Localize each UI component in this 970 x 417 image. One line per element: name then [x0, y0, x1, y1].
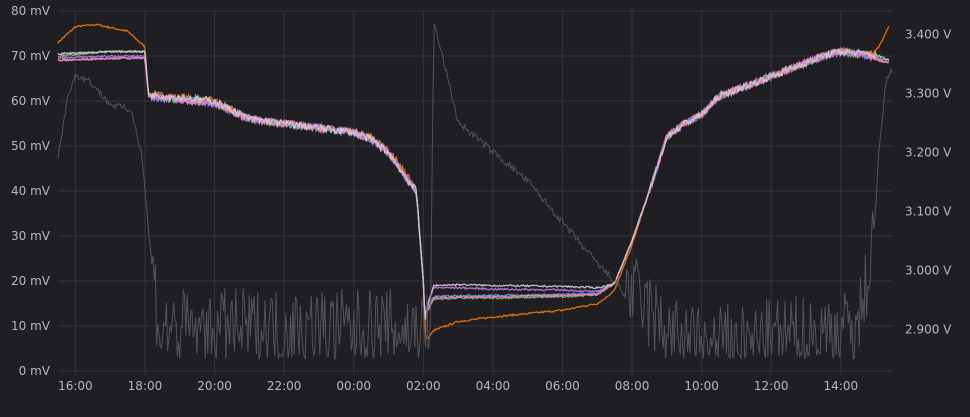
series-line-orange [57, 23, 890, 340]
x-tick-label: 10:00 [684, 379, 719, 393]
y-right-tick-label: 3.100 V [905, 205, 952, 219]
series-line-light [57, 47, 890, 320]
y-axis-right: 2.900 V 3.000 V 3.100 V 3.200 V 3.300 V 3.400… [905, 28, 952, 337]
y-left-tick-label: 80 mV [11, 4, 51, 18]
y-right-tick-label: 2.900 V [905, 323, 952, 337]
y-left-tick-label: 50 mV [11, 139, 51, 153]
x-tick-label: 04:00 [476, 379, 511, 393]
series-line-gray [57, 23, 893, 361]
y-left-tick-label: 30 mV [11, 229, 51, 243]
y-left-tick-label: 10 mV [11, 319, 51, 333]
series-line-blue [57, 48, 889, 319]
x-tick-label: 02:00 [406, 379, 441, 393]
x-tick-label: 08:00 [615, 379, 650, 393]
x-tick-label: 20:00 [197, 379, 232, 393]
x-axis: 16:00 18:00 20:00 22:00 00:00 02:00 04:00 06:00… [58, 379, 858, 393]
series-line-purple [57, 47, 890, 320]
y-left-tick-label: 20 mV [11, 274, 51, 288]
y-right-tick-label: 3.200 V [905, 146, 952, 160]
x-tick-label: 14:00 [824, 379, 859, 393]
x-tick-label: 18:00 [128, 379, 163, 393]
y-right-tick-label: 3.400 V [905, 28, 952, 42]
y-right-tick-label: 3.000 V [905, 264, 952, 278]
y-left-tick-label: 40 mV [11, 184, 51, 198]
y-axis-left: 0 mV 10 mV 20 mV 30 mV 40 mV 50 mV 60 mV 70 mV 8… [11, 4, 51, 378]
series-line-green [57, 46, 890, 320]
series-line-pink [57, 47, 889, 320]
y-right-tick-label: 3.300 V [905, 87, 952, 101]
x-tick-label: 12:00 [754, 379, 789, 393]
y-left-tick-label: 60 mV [11, 94, 51, 108]
series-group [57, 23, 893, 361]
x-tick-label: 22:00 [267, 379, 302, 393]
grid-lines [58, 10, 893, 375]
y-left-tick-label: 0 mV [19, 364, 51, 378]
x-tick-label: 16:00 [58, 379, 93, 393]
x-tick-label: 06:00 [545, 379, 580, 393]
y-left-tick-label: 70 mV [11, 49, 51, 63]
x-tick-label: 00:00 [336, 379, 371, 393]
